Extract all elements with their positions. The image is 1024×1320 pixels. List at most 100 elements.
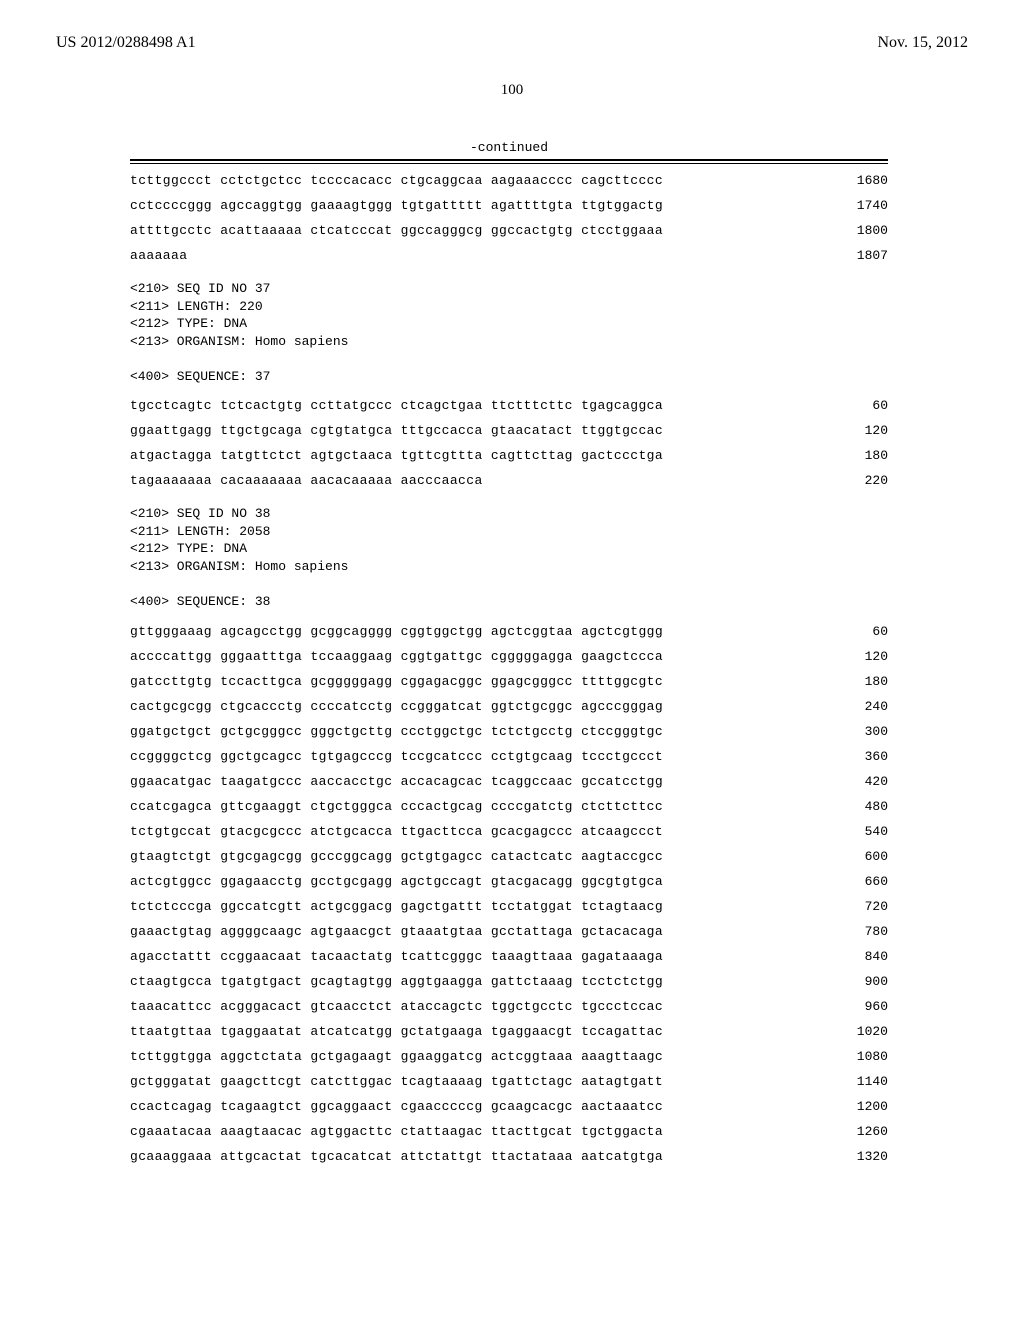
sequence-row: taaacattcc acgggacact gtcaacctct ataccag… xyxy=(130,1000,888,1013)
sequence-row: cgaaatacaa aaagtaacac agtggacttc ctattaa… xyxy=(130,1125,888,1138)
sequence-text: tagaaaaaaa cacaaaaaaa aacacaaaaa aacccaa… xyxy=(130,474,483,487)
sequence-text: actcgtggcc ggagaacctg gcctgcgagg agctgcc… xyxy=(130,875,663,888)
sequence-position: 180 xyxy=(838,675,888,688)
sequence-position: 720 xyxy=(838,900,888,913)
rule-top xyxy=(130,159,888,161)
pub-date: Nov. 15, 2012 xyxy=(877,34,968,52)
sequence-row: ccggggctcg ggctgcagcc tgtgagcccg tccgcat… xyxy=(130,750,888,763)
sequence-position: 480 xyxy=(838,800,888,813)
sequence-text: gttgggaaag agcagcctgg gcggcagggg cggtggc… xyxy=(130,625,663,638)
sequence-row: tagaaaaaaa cacaaaaaaa aacacaaaaa aacccaa… xyxy=(130,474,888,487)
sequence-position: 960 xyxy=(838,1000,888,1013)
seq-lines-38: gttgggaaag agcagcctgg gcggcagggg cggtggc… xyxy=(130,625,888,1163)
sequence-row: agacctattt ccggaacaat tacaactatg tcattcg… xyxy=(130,950,888,963)
sequence-row: gaaactgtag aggggcaagc agtgaacgct gtaaatg… xyxy=(130,925,888,938)
sequence-row: gtaagtctgt gtgcgagcgg gcccggcagg gctgtga… xyxy=(130,850,888,863)
sequence-position: 540 xyxy=(838,825,888,838)
sequence-row: aaaaaaa 1807 xyxy=(130,249,888,262)
sequence-row: actcgtggcc ggagaacctg gcctgcgagg agctgcc… xyxy=(130,875,888,888)
sequence-position: 60 xyxy=(838,399,888,412)
sequence-row: tgcctcagtc tctcactgtg ccttatgccc ctcagct… xyxy=(130,399,888,412)
sequence-position: 1140 xyxy=(838,1075,888,1088)
sequence-text: gtaagtctgt gtgcgagcgg gcccggcagg gctgtga… xyxy=(130,850,663,863)
sequence-row: ccatcgagca gttcgaaggt ctgctgggca cccactg… xyxy=(130,800,888,813)
sequence-position: 600 xyxy=(838,850,888,863)
sequence-row: ggaattgagg ttgctgcaga cgtgtatgca tttgcca… xyxy=(130,424,888,437)
seq-header-37: <210> SEQ ID NO 37 <211> LENGTH: 220 <21… xyxy=(130,280,888,385)
sequence-text: gcaaaggaaa attgcactat tgcacatcat attctat… xyxy=(130,1150,663,1163)
sequence-position: 420 xyxy=(838,775,888,788)
sequence-text: ttaatgttaa tgaggaatat atcatcatgg gctatga… xyxy=(130,1025,663,1038)
sequence-position: 840 xyxy=(838,950,888,963)
sequence-position: 1800 xyxy=(838,224,888,237)
sequence-text: taaacattcc acgggacact gtcaacctct ataccag… xyxy=(130,1000,663,1013)
sequence-text: attttgcctc acattaaaaa ctcatcccat ggccagg… xyxy=(130,224,663,237)
sequence-row: ctaagtgcca tgatgtgact gcagtagtgg aggtgaa… xyxy=(130,975,888,988)
sequence-position: 360 xyxy=(838,750,888,763)
sequence-text: tctctcccga ggccatcgtt actgcggacg gagctga… xyxy=(130,900,663,913)
sequence-text: ggaattgagg ttgctgcaga cgtgtatgca tttgcca… xyxy=(130,424,663,437)
sequence-text: accccattgg gggaatttga tccaaggaag cggtgat… xyxy=(130,650,663,663)
sequence-position: 1320 xyxy=(838,1150,888,1163)
sequence-row: cctccccggg agccaggtgg gaaaagtggg tgtgatt… xyxy=(130,199,888,212)
sequence-text: ctaagtgcca tgatgtgact gcagtagtgg aggtgaa… xyxy=(130,975,663,988)
sequence-row: cactgcgcgg ctgcaccctg ccccatcctg ccgggat… xyxy=(130,700,888,713)
sequence-row: ccactcagag tcagaagtct ggcaggaact cgaaccc… xyxy=(130,1100,888,1113)
sequence-row: gcaaaggaaa attgcactat tgcacatcat attctat… xyxy=(130,1150,888,1163)
seq-lines-continued: tcttggccct cctctgctcc tccccacacc ctgcagg… xyxy=(130,174,888,262)
sequence-text: ccggggctcg ggctgcagcc tgtgagcccg tccgcat… xyxy=(130,750,663,763)
sequence-text: ccatcgagca gttcgaaggt ctgctgggca cccactg… xyxy=(130,800,663,813)
sequence-position: 1260 xyxy=(838,1125,888,1138)
sequence-position: 1200 xyxy=(838,1100,888,1113)
sequence-text: ggaacatgac taagatgccc aaccacctgc accacag… xyxy=(130,775,663,788)
sequence-row: gctgggatat gaagcttcgt catcttggac tcagtaa… xyxy=(130,1075,888,1088)
sequence-text: ggatgctgct gctgcgggcc gggctgcttg ccctggc… xyxy=(130,725,663,738)
sequence-row: attttgcctc acattaaaaa ctcatcccat ggccagg… xyxy=(130,224,888,237)
sequence-row: tctgtgccat gtacgcgccc atctgcacca ttgactt… xyxy=(130,825,888,838)
seq-lines-37: tgcctcagtc tctcactgtg ccttatgccc ctcagct… xyxy=(130,399,888,487)
page-number: 100 xyxy=(0,82,1024,99)
sequence-text: cactgcgcgg ctgcaccctg ccccatcctg ccgggat… xyxy=(130,700,663,713)
sequence-position: 1680 xyxy=(838,174,888,187)
sequence-position: 1080 xyxy=(838,1050,888,1063)
sequence-text: tcttggtgga aggctctata gctgagaagt ggaagga… xyxy=(130,1050,663,1063)
sequence-text: tgcctcagtc tctcactgtg ccttatgccc ctcagct… xyxy=(130,399,663,412)
sequence-position: 1807 xyxy=(838,249,888,262)
sequence-position: 1020 xyxy=(838,1025,888,1038)
sequence-position: 120 xyxy=(838,424,888,437)
sequence-position: 220 xyxy=(838,474,888,487)
rule-thin xyxy=(130,163,888,164)
sequence-row: ggaacatgac taagatgccc aaccacctgc accacag… xyxy=(130,775,888,788)
sequence-row: tctctcccga ggccatcgtt actgcggacg gagctga… xyxy=(130,900,888,913)
sequence-text: cctccccggg agccaggtgg gaaaagtggg tgtgatt… xyxy=(130,199,663,212)
sequence-position: 900 xyxy=(838,975,888,988)
sequence-position: 180 xyxy=(838,449,888,462)
sequence-text: gaaactgtag aggggcaagc agtgaacgct gtaaatg… xyxy=(130,925,663,938)
sequence-row: tcttggtgga aggctctata gctgagaagt ggaagga… xyxy=(130,1050,888,1063)
sequence-position: 120 xyxy=(838,650,888,663)
sequence-text: tctgtgccat gtacgcgccc atctgcacca ttgactt… xyxy=(130,825,663,838)
sequence-row: tcttggccct cctctgctcc tccccacacc ctgcagg… xyxy=(130,174,888,187)
sequence-row: atgactagga tatgttctct agtgctaaca tgttcgt… xyxy=(130,449,888,462)
sequence-text: tcttggccct cctctgctcc tccccacacc ctgcagg… xyxy=(130,174,663,187)
sequence-text: agacctattt ccggaacaat tacaactatg tcattcg… xyxy=(130,950,663,963)
sequence-text: gatccttgtg tccacttgca gcgggggagg cggagac… xyxy=(130,675,663,688)
sequence-row: ggatgctgct gctgcgggcc gggctgcttg ccctggc… xyxy=(130,725,888,738)
sequence-position: 1740 xyxy=(838,199,888,212)
sequence-text: gctgggatat gaagcttcgt catcttggac tcagtaa… xyxy=(130,1075,663,1088)
sequence-position: 780 xyxy=(838,925,888,938)
continued-label: -continued xyxy=(130,140,888,155)
sequence-position: 240 xyxy=(838,700,888,713)
sequence-text: aaaaaaa xyxy=(130,249,187,262)
sequence-row: gttgggaaag agcagcctgg gcggcagggg cggtggc… xyxy=(130,625,888,638)
seq-header-38: <210> SEQ ID NO 38 <211> LENGTH: 2058 <2… xyxy=(130,505,888,610)
sequence-text: cgaaatacaa aaagtaacac agtggacttc ctattaa… xyxy=(130,1125,663,1138)
sequence-position: 300 xyxy=(838,725,888,738)
sequence-row: gatccttgtg tccacttgca gcgggggagg cggagac… xyxy=(130,675,888,688)
sequence-position: 660 xyxy=(838,875,888,888)
sequence-text: ccactcagag tcagaagtct ggcaggaact cgaaccc… xyxy=(130,1100,663,1113)
sequence-text: atgactagga tatgttctct agtgctaaca tgttcgt… xyxy=(130,449,663,462)
pub-number: US 2012/0288498 A1 xyxy=(56,34,196,52)
sequence-position: 60 xyxy=(838,625,888,638)
sequence-row: accccattgg gggaatttga tccaaggaag cggtgat… xyxy=(130,650,888,663)
